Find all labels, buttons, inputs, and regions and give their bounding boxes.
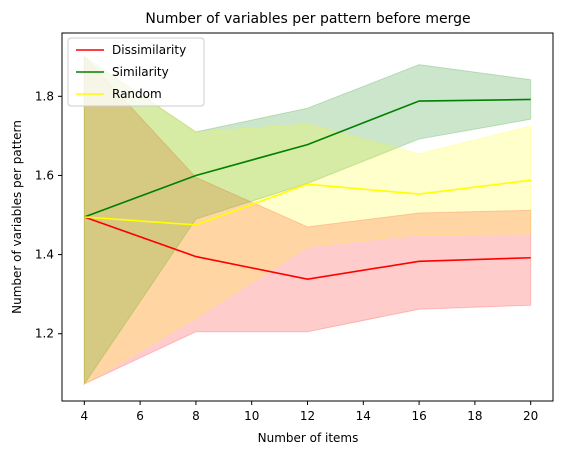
x-tick-label: 8 [192, 409, 200, 423]
x-tick-label: 10 [244, 409, 259, 423]
x-tick-label: 20 [523, 409, 538, 423]
y-tick-label: 1.8 [35, 89, 54, 103]
legend-label-similarity: Similarity [112, 65, 169, 79]
y-tick-label: 1.4 [35, 248, 54, 262]
chart-title: Number of variables per pattern before m… [145, 11, 470, 27]
x-axis-label: Number of items [258, 431, 359, 445]
y-tick-label: 1.2 [35, 327, 54, 341]
confidence-bands [83, 55, 532, 386]
legend-label-random: Random [112, 87, 162, 101]
x-tick-label: 6 [136, 409, 144, 423]
legend-label-dissimilarity: Dissimilarity [112, 43, 186, 57]
legend: Dissimilarity Similarity Random [67, 37, 205, 107]
legend-box [67, 37, 205, 107]
series-lines [84, 98, 531, 280]
line-random [84, 179, 531, 226]
x-tick-label: 18 [467, 409, 482, 423]
x-axis-ticks: 4 6 8 10 12 14 16 18 20 [80, 401, 538, 423]
plot-frame [61, 32, 554, 402]
line-dissimilarity [84, 216, 531, 280]
line-similarity [84, 98, 531, 218]
x-tick-label: 12 [300, 409, 315, 423]
band-similarity [83, 55, 532, 386]
y-axis-label: Number of variables per pattern [10, 120, 24, 314]
x-tick-label: 4 [80, 409, 88, 423]
y-axis-ticks: 1.2 1.4 1.6 1.8 [35, 89, 62, 341]
band-random [83, 55, 532, 385]
x-tick-label: 14 [356, 409, 371, 423]
x-tick-label: 16 [411, 409, 426, 423]
band-dissimilarity [83, 55, 532, 385]
y-tick-label: 1.6 [35, 168, 54, 182]
